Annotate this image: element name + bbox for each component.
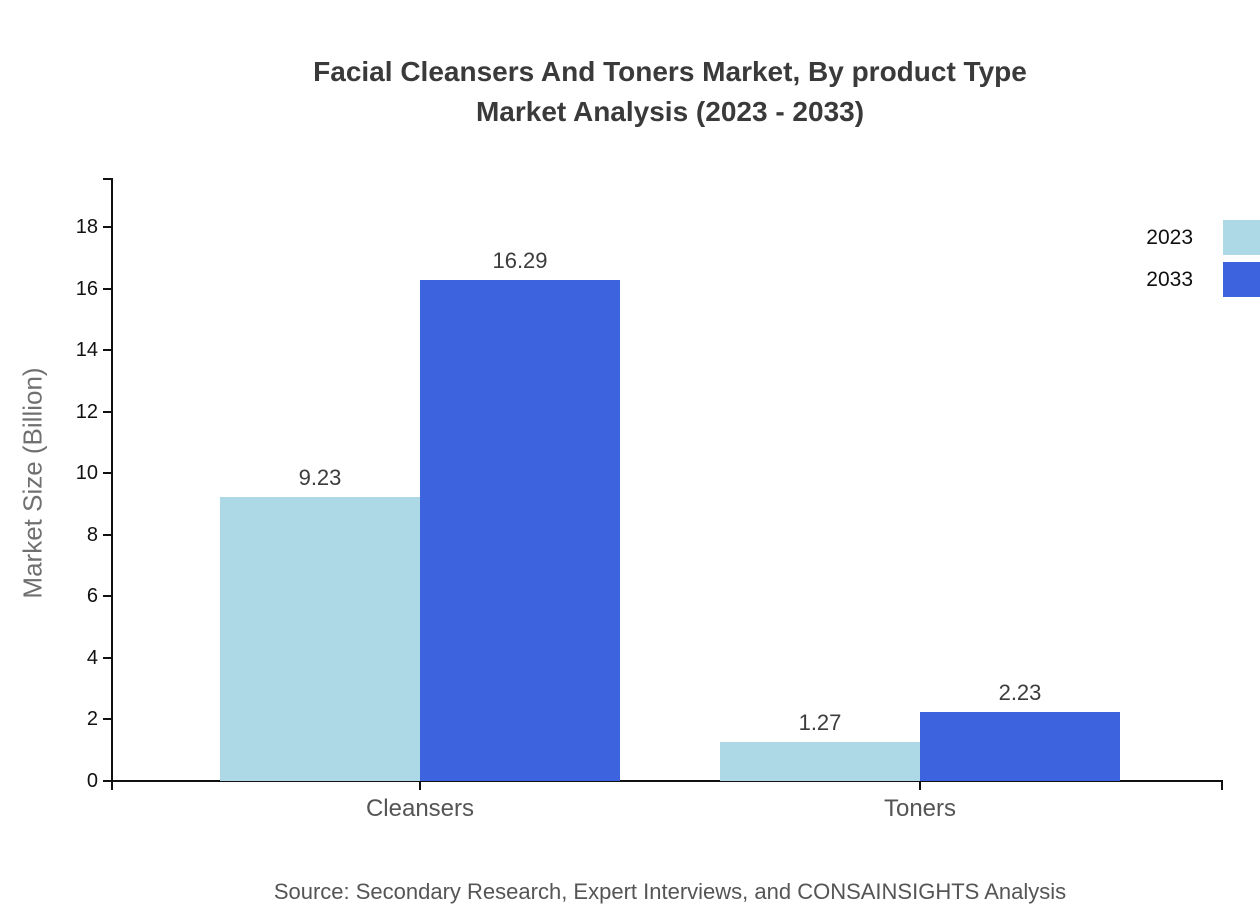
y-tick-mark [103, 410, 112, 413]
legend-label: 2023 [1146, 225, 1193, 249]
y-tick-label: 16 [75, 277, 98, 300]
chart-title-line2: Market Analysis (2023 - 2033) [475, 96, 865, 127]
y-tick-label: 18 [75, 216, 98, 238]
chart-title-line1: Facial Cleansers And Toners Market, By p… [313, 56, 1027, 87]
legend-swatch [1223, 220, 1260, 255]
y-tick-label: 10 [75, 462, 98, 485]
bar-cleansers-2023 [220, 497, 420, 781]
x-axis-line [111, 780, 1223, 782]
y-tick-mark [103, 595, 112, 598]
bar-value-label: 16.29 [492, 248, 548, 273]
y-tick-label: 4 [86, 646, 98, 669]
bar-value-label: 2.23 [998, 680, 1042, 705]
bar-value-label: 9.23 [298, 465, 342, 490]
y-tick-mark [103, 287, 112, 290]
x-tick-mark [919, 781, 921, 790]
y-tick-label: 12 [75, 400, 98, 423]
y-axis-top-end-tick [103, 178, 112, 180]
y-tick-label: 8 [86, 523, 98, 546]
bar-toners-2023 [720, 742, 920, 781]
source-note: Source: Secondary Research, Expert Inter… [273, 879, 1067, 904]
legend: 2023 2033 [1146, 220, 1260, 304]
y-tick-label: 2 [86, 708, 98, 731]
y-tick-mark [103, 533, 112, 536]
y-axis-line [111, 178, 113, 790]
y-tick-mark [103, 226, 112, 228]
y-tick-mark [103, 780, 112, 782]
x-axis-right-end-tick [1221, 781, 1223, 790]
y-tick-mark [103, 718, 112, 721]
bar-cleansers-2033 [420, 280, 620, 781]
x-category-label: Toners [883, 795, 957, 822]
legend-swatch [1223, 262, 1260, 297]
y-tick-mark [103, 656, 112, 659]
x-tick-mark [419, 781, 421, 790]
legend-label: 2033 [1146, 267, 1193, 291]
y-tick-label: 6 [86, 585, 98, 608]
y-tick-mark [103, 349, 112, 352]
y-tick-label: 0 [86, 770, 98, 792]
bar-value-label: 1.27 [798, 710, 842, 735]
x-category-label: Cleansers [365, 795, 475, 822]
chart-title: Facial Cleansers And Toners Market, By p… [80, 52, 1260, 132]
legend-item-2033: 2033 [1146, 262, 1260, 297]
y-tick-mark [103, 472, 112, 475]
bar-toners-2033 [920, 712, 1120, 781]
legend-item-2023: 2023 [1146, 220, 1260, 255]
y-tick-label: 14 [75, 339, 98, 362]
